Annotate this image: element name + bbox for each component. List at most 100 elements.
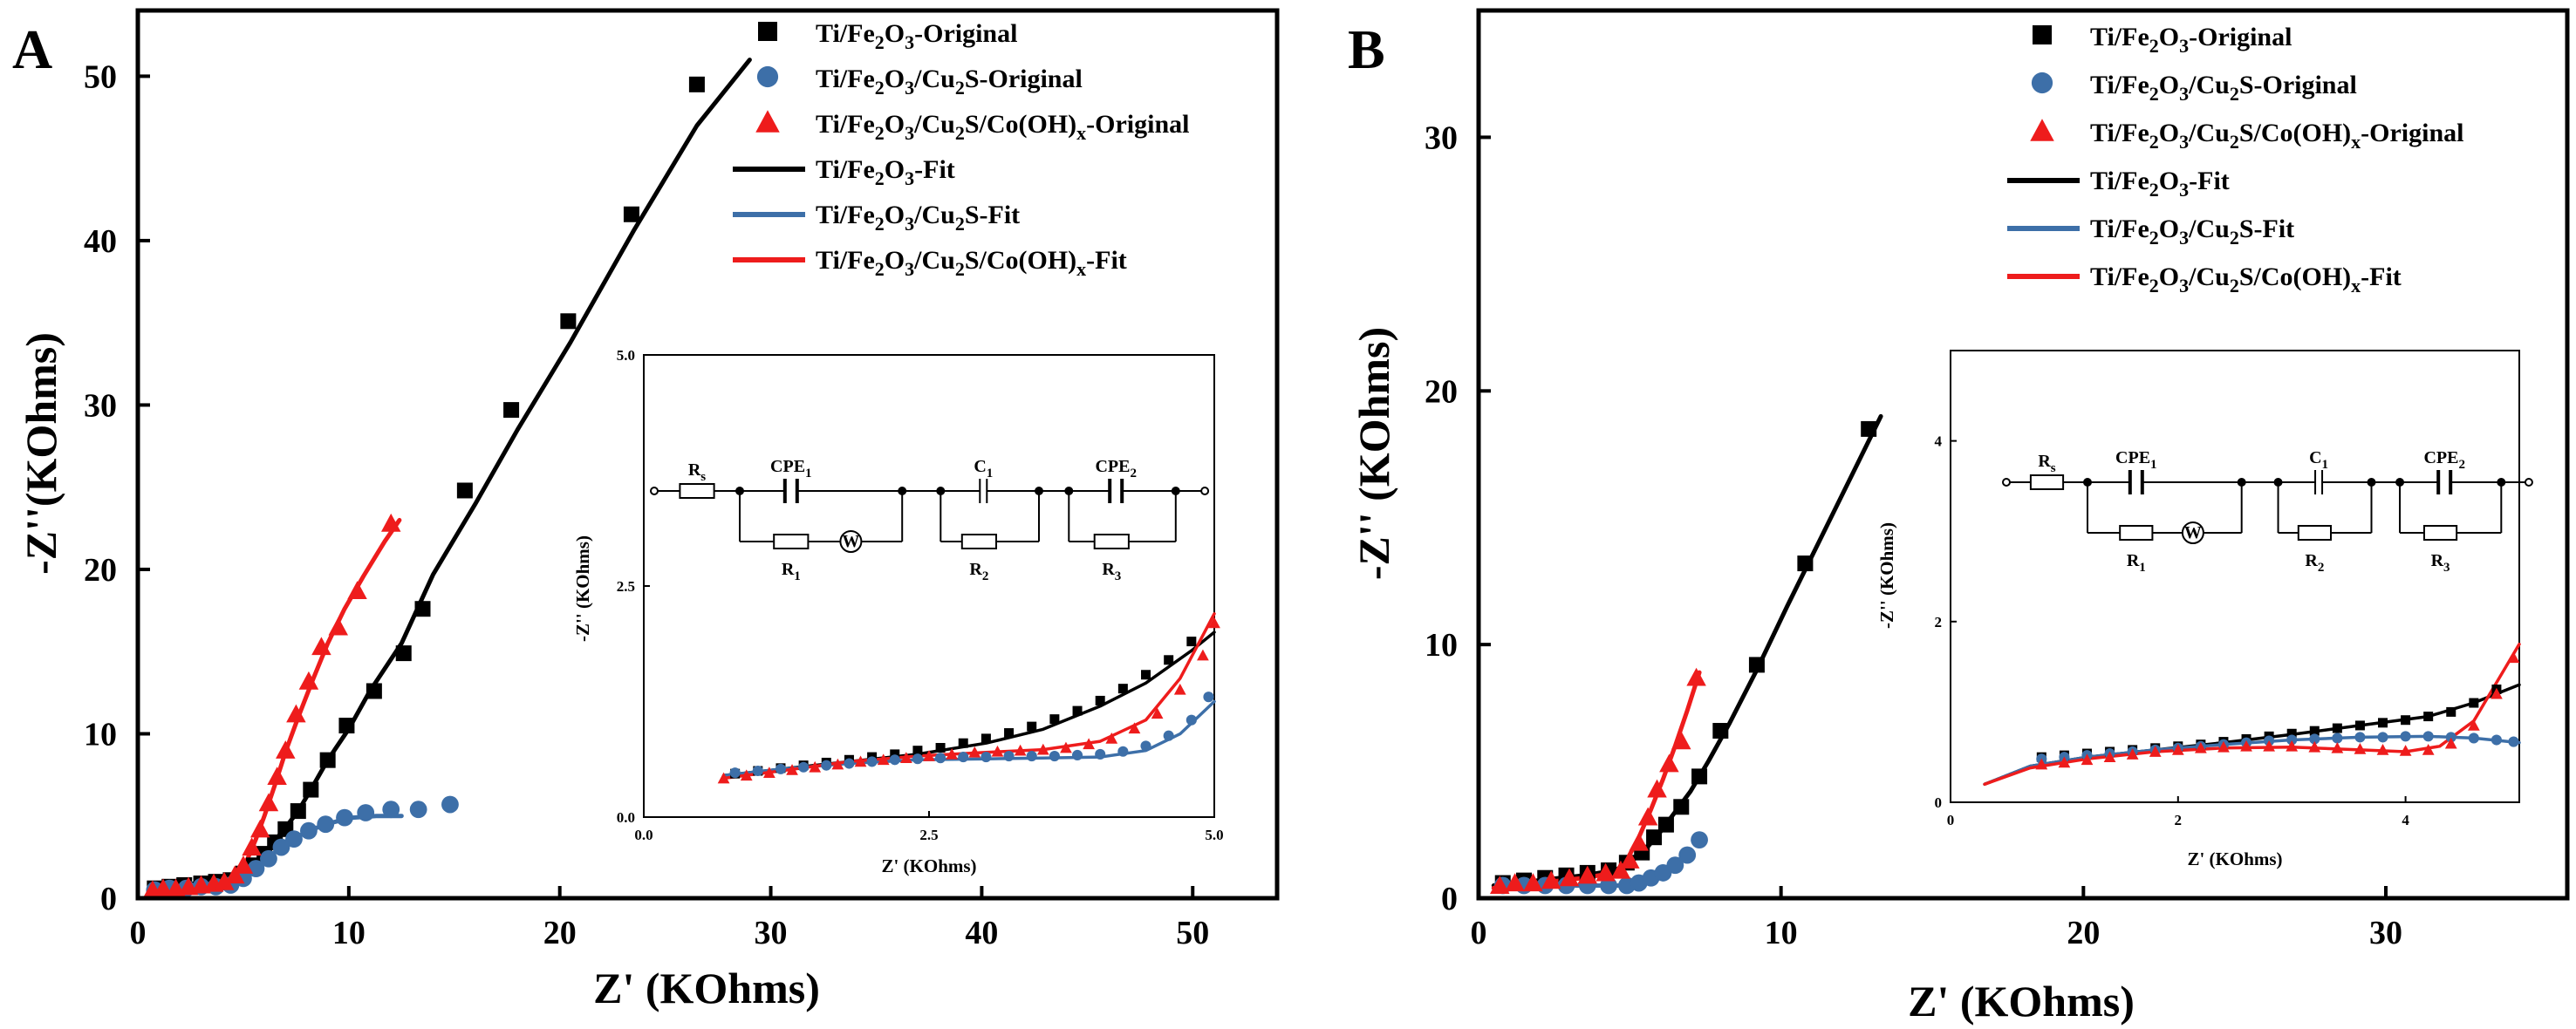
panel-a-triangle-point — [286, 704, 306, 723]
panel-b-inset-square-point — [2354, 720, 2365, 731]
panel-a-inset-triangle-point — [1173, 683, 1186, 695]
panel-b-inset-circle-point — [2354, 732, 2366, 743]
panel-a-circle-point — [285, 830, 303, 848]
panel-a-square-point — [395, 645, 412, 662]
panel-b-circuit-resistor — [2297, 525, 2333, 541]
panel-a-y-tick-label: 10 — [84, 716, 117, 753]
panel-a-plot — [142, 58, 752, 899]
panel-a-circle-point — [260, 849, 277, 868]
panel-b-square-point — [1657, 816, 1674, 833]
panel-a-inset-x-tick-label: 5.0 — [1205, 827, 1223, 843]
panel-b-inset-y-tick-label: 4 — [1935, 433, 1943, 450]
panel-a-circuit-resistor — [773, 534, 810, 549]
panel-a-inset-circle-point — [798, 761, 810, 773]
panel-a-square-point — [623, 206, 639, 222]
panel-b-legend: Ti/Fe2O3-Original Ti/Fe2O3/Cu2S-Original T… — [2007, 23, 2464, 296]
panel-a-legend-label: Ti/Fe2O3-Original — [816, 19, 1017, 53]
panel-a-inset-triangle-point — [946, 748, 959, 760]
panel-b-inset-x-tick-label: 0 — [1947, 812, 1955, 828]
panel-a-inset-circle-point — [981, 752, 992, 763]
panel-a-inset-triangle-point — [1128, 722, 1141, 734]
panel-b-inset-triangle-point — [2286, 739, 2299, 752]
panel-a-legend-item: Ti/Fe2O3/Cu2S/Co(OH)x-Original — [755, 110, 1190, 144]
panel-a-inset-circle-point — [1071, 749, 1083, 761]
panel-b-legend-circle-swatch — [2031, 72, 2053, 94]
panel-a-circle-point — [300, 821, 318, 840]
panel-b-inset-triangle-point — [2240, 739, 2252, 752]
panel-a-inset-square-point — [1164, 655, 1174, 665]
panel-a-x-tick-label: 40 — [965, 915, 998, 951]
panel-a-legend-label: Ti/Fe2O3/Cu2S-Original — [816, 65, 1083, 99]
panel-b-inset-x-tick-label: 2 — [2175, 812, 2183, 828]
panel-b-triangle-point — [1505, 873, 1525, 892]
panel-a-square-point — [290, 803, 306, 820]
panel-a-triangle-point — [267, 767, 287, 786]
panel-a-inset-y-title: -Z'' (KOhms) — [572, 535, 593, 642]
panel-b-triangle-point — [1559, 868, 1580, 887]
panel-b-inset-triangle-point — [2444, 737, 2457, 749]
panel-b-inset-triangle-point — [2058, 756, 2071, 768]
panel-a-triangle-point — [311, 637, 331, 656]
panel-b-inset-triangle-point — [2507, 651, 2520, 664]
panel-a-triangle-point — [233, 855, 254, 874]
panel-a-inset-circle-point — [1003, 750, 1015, 762]
panel-a-triangle-point — [153, 878, 174, 897]
panel-b-triangle-point — [1490, 876, 1510, 895]
panel-b-circuit-label: R3 — [2431, 551, 2450, 575]
panel-a-square-point — [456, 482, 473, 499]
panel-a-inset-circle-point — [912, 753, 923, 765]
panel-a-inset-triangle-point — [968, 746, 981, 758]
panel-a-legend-label: Ti/Fe2O3/Cu2S-Fit — [816, 201, 1020, 235]
panel-b-letter: B — [1348, 18, 1385, 80]
panel-b-inset-triangle-point — [2467, 719, 2480, 731]
panel-a-circle-point — [336, 808, 353, 827]
panel-b-triangle-point — [1671, 731, 1691, 750]
panel-b-circuit-resistor — [2029, 474, 2065, 490]
panel-b-inset-square-point — [2423, 712, 2434, 722]
panel-a-inset-square-point — [981, 733, 991, 744]
panel-a-inset-square-point — [935, 743, 946, 753]
panel-a-circuit-diagram: W Rs CPE1 C1 CPE2 R1 R2 R3 — [650, 457, 1210, 583]
panel-a-inset: 0.0 2.5 5.0 0.0 2.5 5.0 Z' (KOhms) -Z'' (KOhm… — [572, 347, 1224, 876]
panel-a-circle-point — [382, 801, 400, 819]
panel-b-inset-triangle-point — [2081, 753, 2094, 766]
panel-a-circuit-resistor — [1093, 534, 1130, 549]
panel-a-inset-square-point — [1004, 728, 1015, 739]
panel-b-circuit-terminal — [2524, 478, 2533, 487]
panel-b-inset-triangle-point — [2491, 687, 2503, 699]
panel-a-inset-square-point — [1049, 714, 1060, 725]
panel-b-inset-circle-point — [2309, 733, 2320, 745]
panel-a-inset-square-point — [890, 749, 900, 760]
panel-a: A 0 10 20 30 40 50 0 10 20 30 40 50 Z' (KOhms) -Z''… — [12, 8, 1280, 1012]
panel-b-circuit-label: Rs — [2038, 452, 2055, 475]
panel-b-inset-triangle-point — [2195, 741, 2207, 753]
panel-b-inset-triangle-point — [2376, 744, 2389, 755]
panel-b-legend-label: Ti/Fe2O3-Original — [2090, 23, 2292, 57]
panel-b-legend-label: Ti/Fe2O3/Cu2S/Co(OH)x-Original — [2090, 119, 2464, 153]
panel-a-inset-circle-point — [1095, 748, 1106, 760]
panel-a-legend-item: Ti/Fe2O3-Original — [758, 19, 1017, 53]
panel-b-circuit-resistor — [2119, 525, 2154, 541]
panel-b-circuit-node — [2083, 478, 2092, 487]
panel-a-square-point — [414, 601, 431, 617]
panel-a-circuit-label: R2 — [969, 560, 988, 583]
panel-b-circuit-label: CPE1 — [2115, 448, 2157, 472]
panel-a-triangle-point — [328, 617, 349, 636]
panel-a-x-tick-label: 20 — [543, 915, 577, 951]
panel-b-circuit-cap-gap — [2438, 470, 2451, 494]
panel-b-inset-square-point — [2332, 723, 2342, 733]
panel-a-legend-item: Ti/Fe2O3-Fit — [733, 155, 955, 189]
panel-b-circuit-wires — [2002, 470, 2533, 544]
panel-b-inset-x-tick-label: 4 — [2402, 812, 2409, 828]
panel-a-inset-frame — [643, 354, 1215, 818]
panel-b-inset-circle-point — [2332, 733, 2343, 744]
panel-a-inset-circle-point — [1026, 750, 1037, 762]
panel-b-inset-square-point — [2446, 706, 2456, 717]
panel-a-inset-triangle-point — [786, 764, 798, 775]
panel-b-y-axis-title: -Z'' (KOhms) — [1349, 327, 1398, 580]
panel-a-y-tick-label: 50 — [84, 58, 117, 95]
panel-a-inset-triangle-point — [717, 772, 730, 784]
panel-b-triangle-point — [1541, 870, 1561, 889]
panel-b-inset-square-point — [2286, 728, 2297, 739]
panel-a-triangle-point — [276, 740, 296, 759]
